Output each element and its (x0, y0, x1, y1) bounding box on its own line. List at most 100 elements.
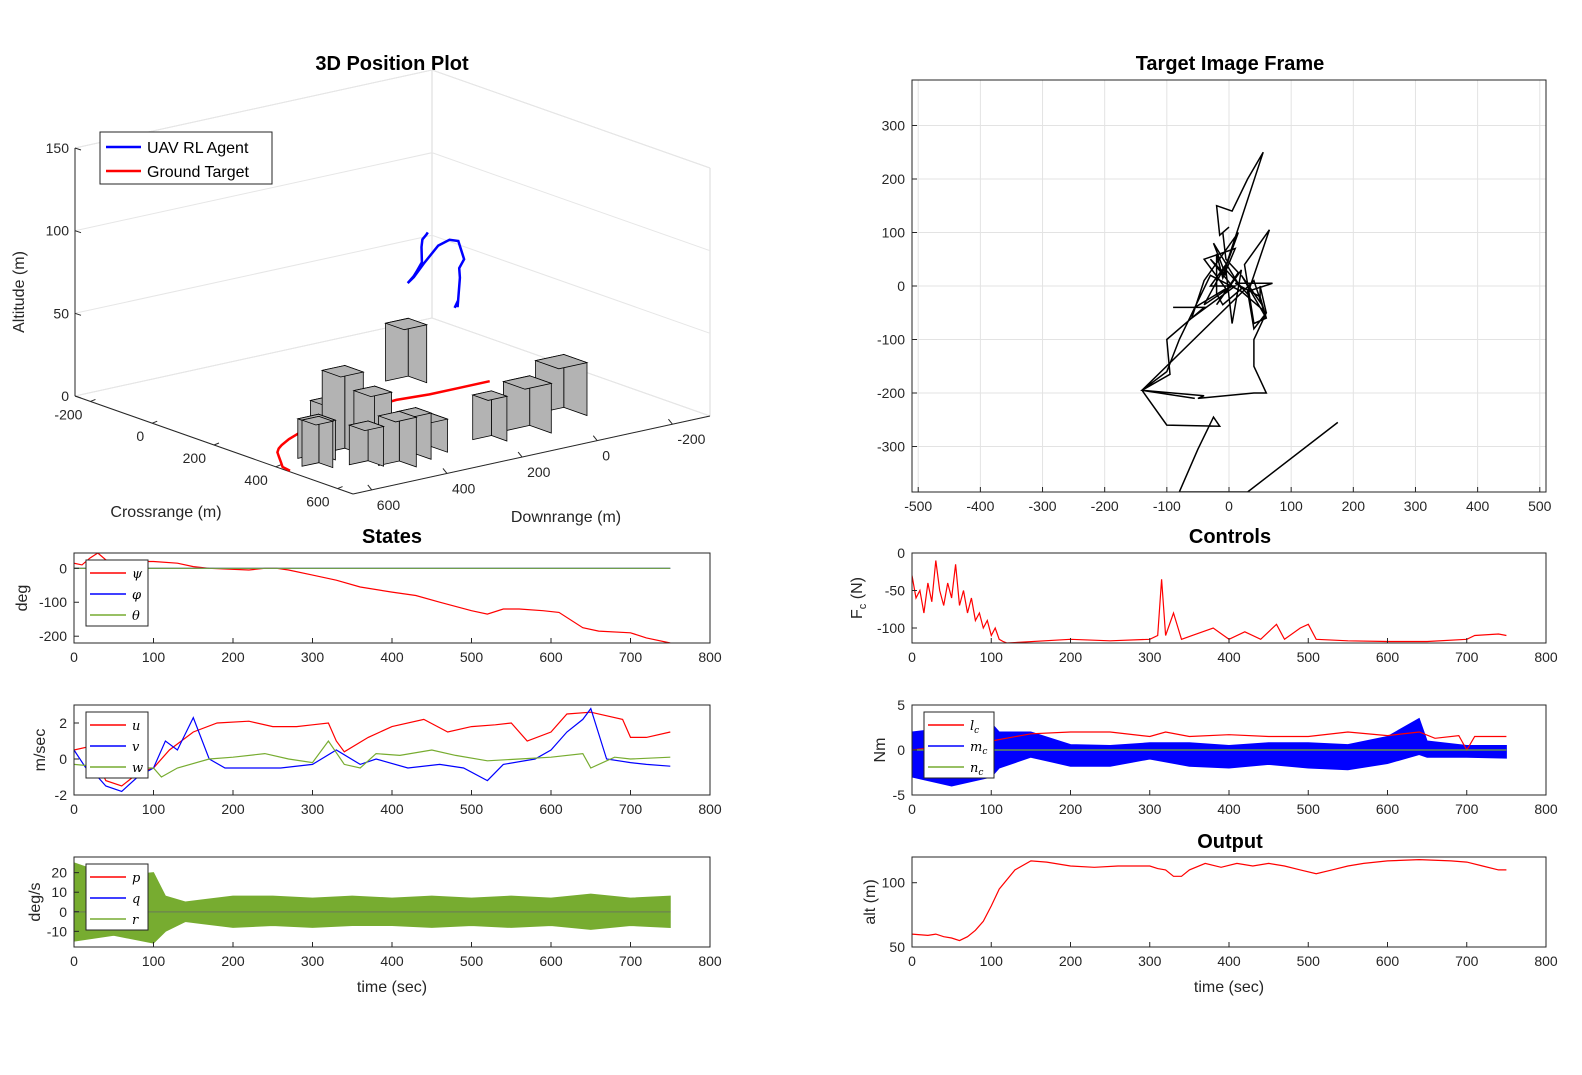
position-3d-ylabel: Crossrange (m) (110, 504, 221, 521)
img-ytick-label-1: -200 (877, 385, 905, 401)
building-3-top (471, 390, 509, 401)
legend-label-uav: UAV RL Agent (147, 140, 249, 157)
lmn-xtick-label-7: 700 (1455, 801, 1479, 817)
building-1 (384, 317, 429, 384)
lmn-xtick-label-8: 800 (1534, 801, 1558, 817)
lmn-band-m_c (912, 717, 1507, 787)
psi-legend-label-1: φ (132, 588, 142, 603)
alt-series-0 (912, 858, 1507, 942)
building-12-top (347, 420, 386, 432)
states-title: States (362, 526, 422, 548)
lmn-ytick-label-2: 5 (897, 697, 905, 713)
uvw-xtick-label-2: 200 (221, 801, 245, 817)
legend-label-target: Ground Target (147, 164, 250, 181)
psi-xtick-label-7: 700 (619, 649, 643, 665)
img-xtick-label-4: -100 (1153, 498, 1181, 514)
x-tick-0 (668, 418, 673, 425)
lmn-xtick-label-3: 300 (1138, 801, 1162, 817)
fc-ytick-label-1: -50 (885, 583, 905, 599)
pqr-xtick-label-1: 100 (142, 953, 166, 969)
alt-ytick-label-0: 50 (889, 939, 905, 955)
y-tick-3 (275, 464, 281, 468)
uvw-xtick-label-6: 600 (539, 801, 563, 817)
alt-xtick-label-0: 0 (908, 953, 916, 969)
psi-xtick-label-4: 400 (380, 649, 404, 665)
position-3d-ticks: 0 50 100 150 -200 0 200 400 600 -200 0 200 400 600 (46, 140, 706, 513)
position-3d-legend-box (99, 131, 273, 185)
lmn-ytick-label-1: 0 (897, 742, 905, 758)
z-tick-0 (74, 395, 82, 399)
fc-ylabel: Fc (N) (849, 577, 869, 619)
img-ytick-label-6: 300 (882, 117, 906, 133)
alt-ylabel: alt (m) (862, 879, 879, 924)
pqr-ytick-label-2: 10 (51, 884, 67, 900)
pqr-legend-label-1: q (132, 892, 140, 907)
x-tick-label-4: 600 (377, 497, 401, 513)
uvw-legend-label-0: u (132, 719, 140, 734)
building-1-top (384, 317, 429, 331)
controls-title: Controls (1189, 526, 1271, 548)
lmn-xtick-label-5: 500 (1297, 801, 1321, 817)
uvw-ytick-label-2: 2 (59, 715, 67, 731)
psi-xtick-label-2: 200 (221, 649, 245, 665)
image-frame-title: Target Image Frame (1136, 53, 1325, 75)
img-xtick-label-9: 400 (1466, 498, 1490, 514)
z-tick-3 (74, 147, 82, 151)
position-3d-marks (276, 231, 589, 472)
uvw-legend-label-2: w (132, 761, 143, 776)
img-xtick-label-2: -300 (1029, 498, 1057, 514)
pqr-xtick-label-8: 800 (698, 953, 722, 969)
position-3d-xlabel: Downrange (m) (511, 509, 621, 526)
x-tick-label-3: 400 (452, 480, 476, 496)
img-xtick-label-10: 500 (1528, 498, 1552, 514)
img-series-0 (1140, 151, 1339, 492)
psi-xtick-label-0: 0 (70, 649, 78, 665)
lmn-xtick-label-1: 100 (980, 801, 1004, 817)
y-tick-label-0: -200 (54, 406, 82, 422)
img-xtick-label-5: 0 (1225, 498, 1233, 514)
uvw-legend-label-1: v (132, 740, 140, 755)
position-3d-title: 3D Position Plot (315, 53, 469, 75)
alt-xtick-label-3: 300 (1138, 953, 1162, 969)
lmn-legend-box (923, 711, 995, 779)
psi-ytick-label-1: -100 (39, 594, 67, 610)
alt-xtick-label-6: 600 (1376, 953, 1400, 969)
img-xtick-label-0: -500 (904, 498, 932, 514)
building-2 (501, 375, 553, 434)
pqr-xtick-label-4: 400 (380, 953, 404, 969)
alt-xtick-label-7: 700 (1455, 953, 1479, 969)
pqr-ytick-label-0: -10 (47, 923, 67, 939)
lmn-xtick-label-2: 200 (1059, 801, 1083, 817)
pqr-band-r (74, 862, 671, 944)
fc-xtick-label-0: 0 (908, 649, 916, 665)
pqr-ytick-label-3: 20 (51, 865, 67, 881)
uvw-ylabel: m/sec (32, 729, 49, 772)
img-ytick-label-4: 100 (882, 224, 906, 240)
fc-xtick-label-2: 200 (1059, 649, 1083, 665)
building-10 (300, 415, 335, 469)
y-tick-label-2: 200 (183, 450, 207, 466)
alt-ytick-label-1: 100 (882, 875, 906, 891)
alt-marks (912, 858, 1507, 942)
lmn-marks (912, 717, 1507, 787)
lmn-ylabel: Nm (872, 738, 889, 763)
pqr-xtick-label-2: 200 (221, 953, 245, 969)
z-tick-2 (74, 230, 82, 234)
pqr-ytick-label-1: 0 (59, 904, 67, 920)
y-tick-label-4: 600 (306, 494, 330, 510)
x-tick-3 (442, 468, 448, 474)
position-3d-plot: 3D Position Plot 0 50 100 150 -200 0 200 400 600… (11, 53, 711, 526)
img-ytick-label-3: 0 (897, 278, 905, 294)
output-altitude-plot: Output 0 100 200 300 400 500 600 700 80050100alt… (862, 831, 1558, 996)
uvw-xtick-label-8: 800 (698, 801, 722, 817)
position-3d-box (74, 69, 711, 495)
img-ytick-label-5: 200 (882, 171, 906, 187)
pqr-marks (74, 862, 671, 944)
alt-xtick-label-5: 500 (1297, 953, 1321, 969)
fc-xtick-label-7: 700 (1455, 649, 1479, 665)
uvw-series-w (74, 739, 671, 778)
uvw-ytick-label-1: 0 (59, 751, 67, 767)
target-image-frame-plot: Target Image Frame -500 -400 -300 -200 -100 0… (877, 53, 1552, 514)
